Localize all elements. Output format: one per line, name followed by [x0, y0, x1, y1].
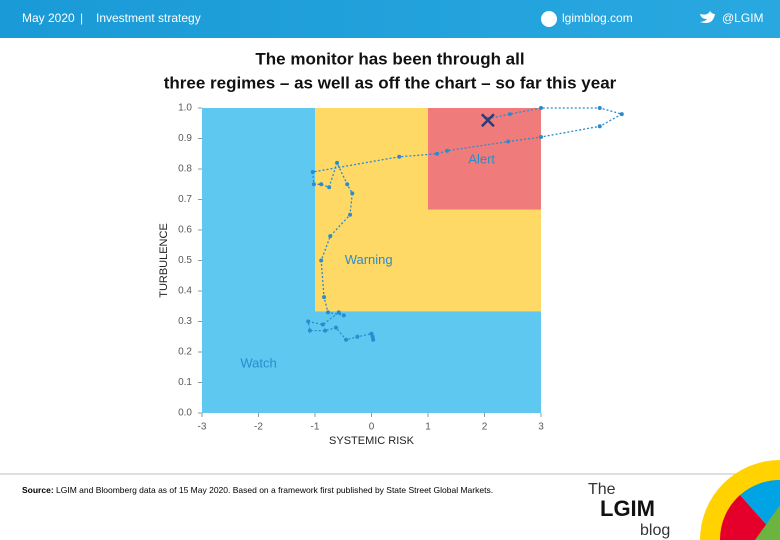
point	[319, 182, 324, 187]
point	[539, 134, 543, 139]
umbrella	[755, 505, 780, 540]
current-marker	[481, 113, 495, 128]
x-tick-label: -1	[311, 422, 320, 433]
x-tick-label: 1	[425, 422, 431, 433]
y-tick-label: 0.1	[178, 377, 192, 388]
point	[597, 106, 602, 110]
point	[539, 106, 543, 110]
point	[328, 234, 333, 239]
header-site[interactable]: lgimblog.com	[562, 11, 633, 25]
logo-text: blog	[640, 522, 670, 539]
y-tick-label: 0.3	[178, 316, 192, 327]
point	[619, 112, 624, 117]
point	[344, 337, 349, 342]
twitter-icon	[700, 11, 715, 23]
point	[319, 258, 324, 263]
x-axis-label: SYSTEMIC RISK	[329, 435, 415, 447]
point	[306, 319, 311, 324]
x-tick-label: 3	[538, 422, 544, 433]
y-tick-label: 0.6	[178, 225, 192, 236]
x-tick-label: -3	[198, 422, 207, 433]
region-label: Alert	[468, 151, 495, 166]
point	[397, 154, 402, 159]
source-label: Source:	[22, 485, 54, 495]
point	[341, 313, 346, 318]
y-tick-label: 1.0	[178, 103, 192, 114]
point	[327, 185, 332, 190]
point	[320, 322, 325, 327]
header-bar	[0, 0, 780, 38]
logo-text: LGIM	[600, 496, 655, 521]
logo: The LGIM blog	[588, 460, 780, 540]
point	[348, 212, 353, 217]
x-tick-label: 2	[482, 422, 488, 433]
x-tick-label: 0	[369, 422, 375, 433]
point	[445, 148, 450, 153]
source: Source: LGIM and Bloomberg data as of 15…	[22, 485, 493, 495]
chart-title: three regimes – as well as off the chart…	[164, 73, 617, 92]
region-label: Warning	[345, 252, 393, 267]
point	[370, 334, 375, 339]
point	[435, 151, 440, 156]
point	[355, 334, 360, 339]
point	[335, 160, 340, 165]
series-line	[307, 107, 624, 341]
x-tick-label: -2	[254, 422, 263, 433]
point	[307, 328, 312, 333]
point	[322, 295, 327, 300]
point	[333, 325, 338, 330]
point	[345, 182, 350, 187]
y-tick-label: 0.8	[178, 164, 192, 175]
y-tick-label: 0.2	[178, 347, 192, 358]
header-date: May 2020	[22, 11, 75, 25]
header-separator: |	[80, 11, 83, 25]
source-text: LGIM and Bloomberg data as of 15 May 202…	[54, 485, 493, 495]
point	[325, 310, 330, 315]
y-tick-label: 0.0	[178, 408, 192, 419]
point	[507, 112, 512, 117]
header-section: Investment strategy	[96, 11, 201, 25]
y-tick-label: 0.5	[178, 255, 192, 266]
point	[371, 337, 376, 342]
y-tick-label: 0.4	[178, 286, 192, 297]
logo-text: The	[588, 481, 616, 498]
region-label: Watch	[240, 356, 276, 371]
site-icon	[541, 11, 557, 27]
point	[350, 191, 355, 196]
y-tick-label: 0.7	[178, 194, 192, 205]
point	[369, 331, 374, 336]
point	[323, 328, 328, 333]
point	[310, 170, 315, 175]
point	[597, 124, 602, 129]
point	[506, 139, 511, 144]
y-tick-label: 0.9	[178, 133, 192, 144]
point	[336, 310, 341, 315]
header-twitter[interactable]: @LGIM	[722, 11, 764, 25]
point	[311, 182, 316, 187]
y-axis-label: TURBULENCE	[158, 223, 170, 298]
chart-title: The monitor has been through all	[255, 49, 524, 68]
